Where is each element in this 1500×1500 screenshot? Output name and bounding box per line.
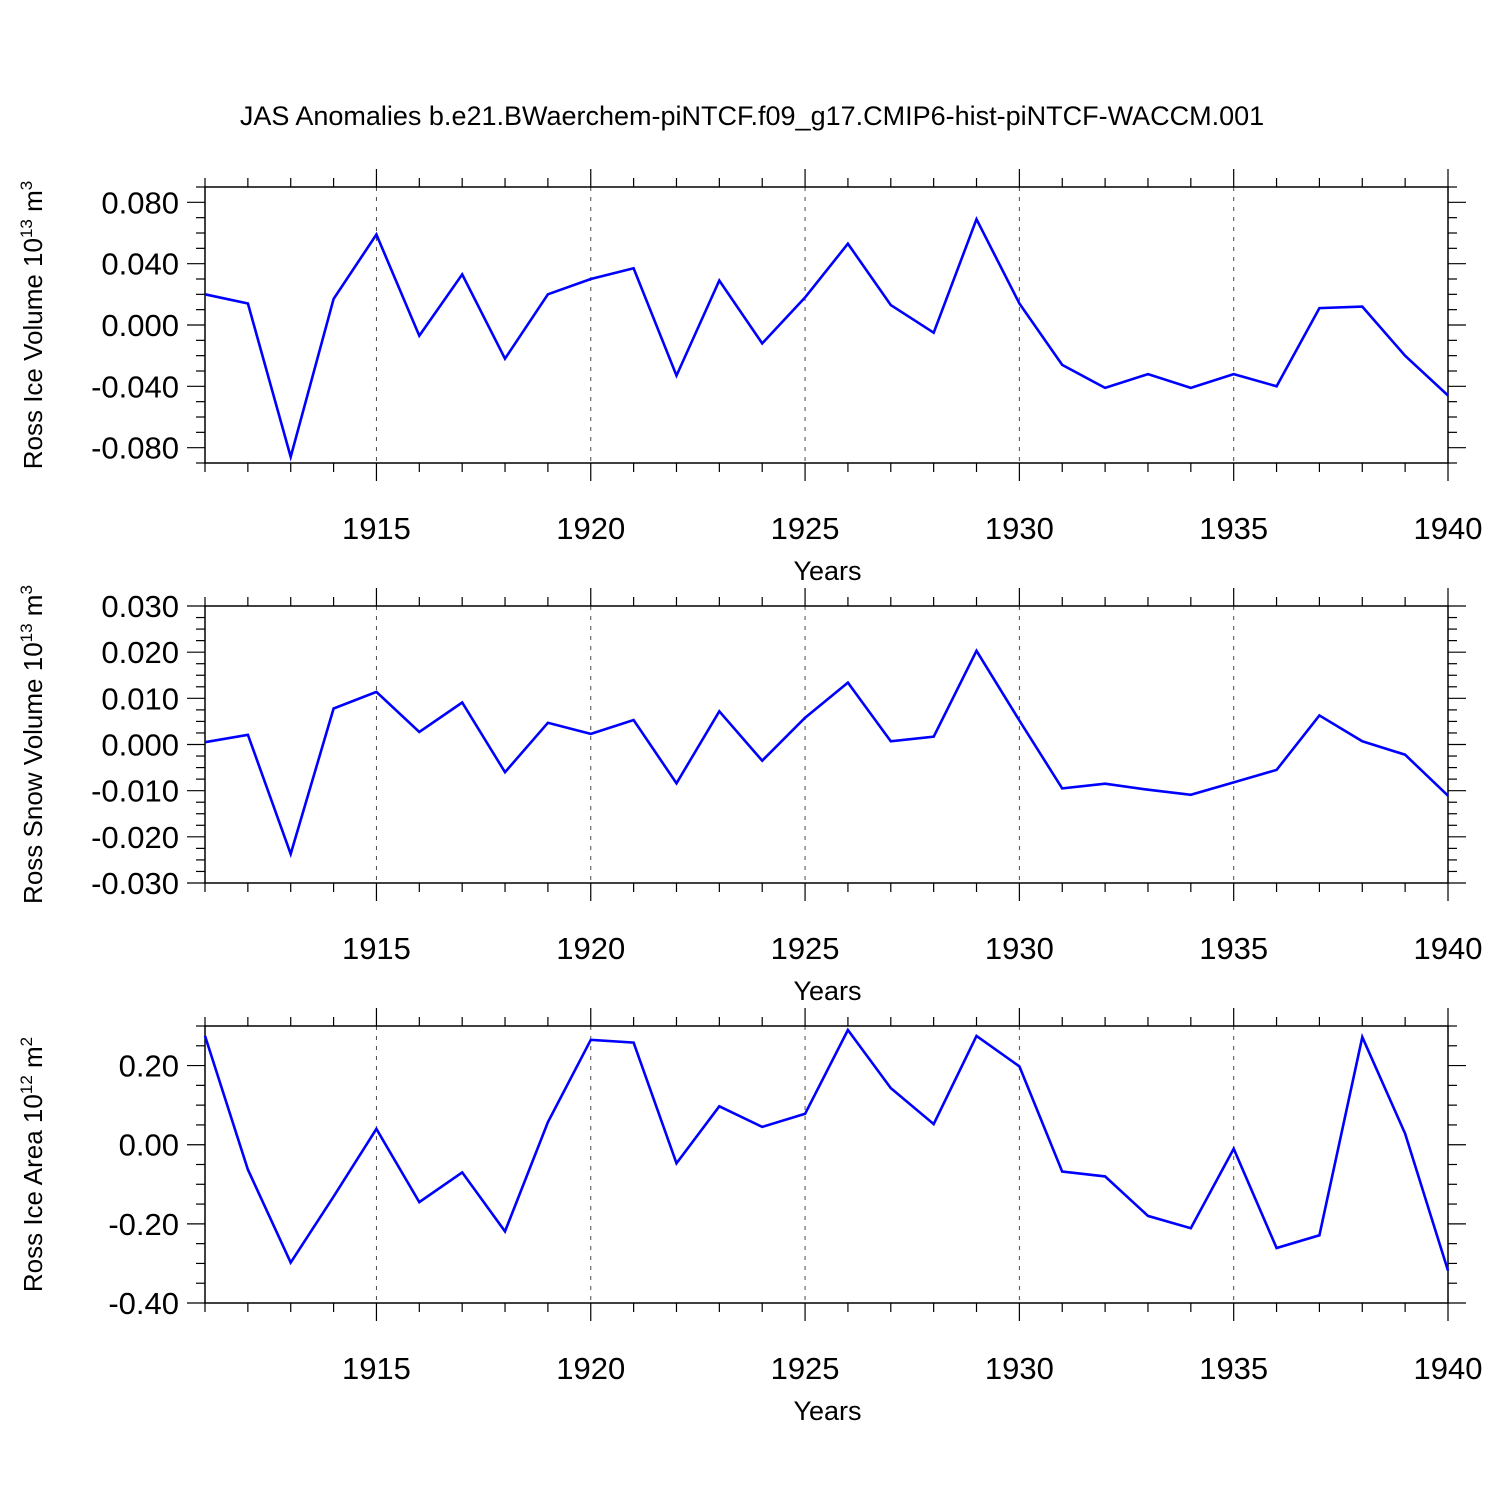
y-tick-label: -0.40 <box>108 1286 179 1321</box>
y-tick-label: -0.040 <box>91 369 179 404</box>
x-tick-label: 1935 <box>1199 511 1268 546</box>
chart-panel-1: -0.080 -0.040 0.000 0.040 0.080 1915 1920 1925 1… <box>17 169 1482 586</box>
x-tick-label: 1935 <box>1199 1351 1268 1386</box>
x-tick-label: 1915 <box>342 511 411 546</box>
x-tick-label: 1925 <box>771 931 840 966</box>
x-tick-label: 1940 <box>1414 511 1483 546</box>
y-axis-label: Ross Ice Area 1012 m2 <box>17 1037 48 1292</box>
y-tick-label: 0.080 <box>101 185 179 220</box>
chart-panel-2: -0.030 -0.020 -0.010 0.000 0.010 0.020 0.030 19… <box>17 585 1482 1006</box>
x-tick-label: 1915 <box>342 931 411 966</box>
x-tick-label: 1940 <box>1414 931 1483 966</box>
x-tick-label: 1920 <box>556 1351 625 1386</box>
x-tick-label: 1940 <box>1414 1351 1483 1386</box>
series-line <box>204 648 1449 859</box>
y-tick-label: -0.020 <box>91 820 179 855</box>
chart-panels: -0.080 -0.040 0.000 0.040 0.080 1915 1920 1925 1… <box>17 169 1482 1426</box>
x-tick-label: 1935 <box>1199 931 1268 966</box>
x-tick-label: 1930 <box>985 1351 1054 1386</box>
y-tick-label: -0.010 <box>91 774 179 809</box>
y-tick-label: 0.020 <box>101 635 179 670</box>
x-tick-label: 1915 <box>342 1351 411 1386</box>
y-tick-label: 0.20 <box>119 1049 179 1084</box>
x-tick-label: 1925 <box>771 511 840 546</box>
x-tick-label: 1925 <box>771 1351 840 1386</box>
y-tick-label: -0.080 <box>91 431 179 466</box>
x-axis-label: Years <box>793 1396 861 1426</box>
x-tick-label: 1930 <box>985 931 1054 966</box>
x-axis-label: Years <box>793 556 861 586</box>
x-tick-label: 1930 <box>985 511 1054 546</box>
y-tick-label: 0.030 <box>101 589 179 624</box>
x-tick-label: 1920 <box>556 931 625 966</box>
x-axis-label: Years <box>793 976 861 1006</box>
y-axis-label: Ross Ice Volume 1013 m3 <box>17 181 48 470</box>
y-tick-label: 0.040 <box>101 247 179 282</box>
y-axis-label: Ross Snow Volume 1013 m3 <box>17 585 48 904</box>
y-tick-label: 0.00 <box>119 1128 179 1163</box>
x-tick-label: 1920 <box>556 511 625 546</box>
y-tick-label: 0.000 <box>101 728 179 763</box>
y-tick-label: 0.000 <box>101 308 179 343</box>
chart-title: JAS Anomalies b.e21.BWaerchem-piNTCF.f09… <box>240 101 1264 131</box>
y-tick-label: 0.010 <box>101 681 179 716</box>
chart-panel-3: -0.40 -0.20 0.00 0.20 1915 1920 1925 1930 1935 19… <box>17 1008 1482 1426</box>
y-tick-label: -0.030 <box>91 866 179 901</box>
series-line <box>204 215 1449 462</box>
series-line <box>203 1027 1450 1271</box>
y-tick-label: -0.20 <box>108 1207 179 1242</box>
